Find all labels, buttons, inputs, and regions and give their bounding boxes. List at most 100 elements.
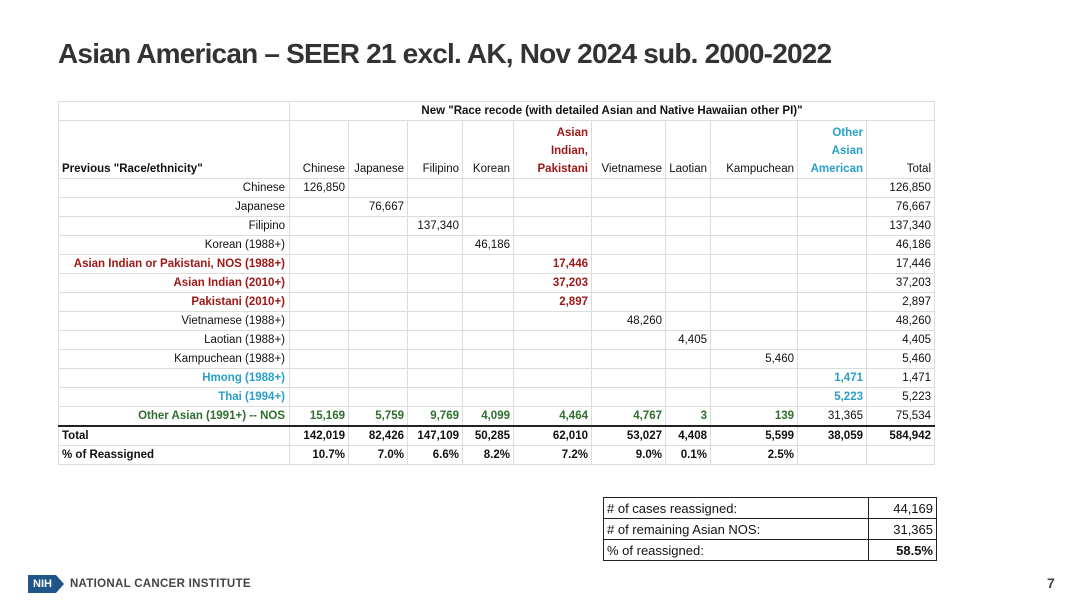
table-cell: [710, 330, 798, 350]
table-cell: [665, 273, 711, 293]
table-cell: 37,203: [513, 273, 592, 293]
pct-label: % of Reassigned: [58, 445, 290, 465]
table-cell: [462, 368, 514, 388]
table-cell: [591, 368, 666, 388]
reassignment-table: New "Race recode (with detailed Asian an…: [58, 101, 935, 465]
table-row: Asian Indian or Pakistani, NOS (1988+) 17…: [58, 254, 935, 274]
table-cell: [407, 197, 463, 217]
table-cell: [513, 349, 592, 369]
table-cell: [797, 254, 867, 274]
table-cell: 75,534: [866, 406, 935, 427]
table-cell: 126,850: [866, 178, 935, 198]
pct-cell: [797, 445, 867, 465]
table-cell: [407, 254, 463, 274]
column-header-line: Other: [832, 127, 863, 139]
slide-title: Asian American – SEER 21 excl. AK, Nov 2…: [58, 38, 832, 69]
summary-value: 58.5%: [868, 539, 937, 561]
pct-cell: 6.6%: [407, 445, 463, 465]
table-cell: 2,897: [513, 292, 592, 312]
table-cell: [591, 235, 666, 255]
pct-cell: [866, 445, 935, 465]
table-cell: [710, 178, 798, 198]
table-cell: [797, 330, 867, 350]
row-label: Asian Indian (2010+): [58, 273, 290, 293]
summary-label: # of cases reassigned:: [603, 497, 869, 519]
table-cell: [710, 311, 798, 331]
table-cell: [407, 387, 463, 407]
institute-name: NATIONAL CANCER INSTITUTE: [69, 578, 251, 590]
table-cell: [462, 330, 514, 350]
table-cell: [289, 368, 349, 388]
table-cell: [289, 273, 349, 293]
table-cell: 4,099: [462, 406, 514, 427]
column-header-line: Filipino: [422, 163, 459, 175]
table-cell: [665, 178, 711, 198]
row-label: Kampuchean (1988+): [58, 349, 290, 369]
table-cell: [513, 178, 592, 198]
summary-row: % of reassigned: 58.5%: [603, 539, 937, 561]
table-cell: 137,340: [866, 216, 935, 236]
table-cell: [591, 197, 666, 217]
column-header-line: Kampuchean: [726, 163, 794, 175]
table-cell: [513, 311, 592, 331]
table-cell: 5,223: [797, 387, 867, 407]
table-cell: 48,260: [866, 311, 935, 331]
table-cell: [407, 330, 463, 350]
column-header-line: Asian: [556, 127, 588, 139]
summary-table: # of cases reassigned: 44,169 # of remaini…: [603, 497, 937, 561]
column-header: Laotian: [665, 120, 711, 179]
pct-cell: 10.7%: [289, 445, 349, 465]
table-cell: 5,223: [866, 387, 935, 407]
column-header: Filipino: [407, 120, 463, 179]
pct-cell: 7.2%: [513, 445, 592, 465]
nih-logo-arrow: [55, 575, 64, 593]
table-row: Pakistani (2010+) 2,897 2,897: [58, 292, 935, 312]
pct-row: % of Reassigned 10.7% 7.0% 6.6% 8.2% 7.2% 9.0%…: [58, 445, 935, 465]
table-cell: [710, 216, 798, 236]
row-label: Pakistani (2010+): [58, 292, 290, 312]
table-cell: [462, 292, 514, 312]
table-cell: [591, 178, 666, 198]
table-cell: [407, 311, 463, 331]
summary-value: 44,169: [868, 497, 937, 519]
column-header-line: Japanese: [354, 163, 404, 175]
table-cell: [289, 330, 349, 350]
corner-cell: [58, 101, 290, 121]
table-cell: [348, 330, 408, 350]
table-cell: [462, 197, 514, 217]
table-cell: [407, 349, 463, 369]
table-cell: [289, 235, 349, 255]
total-cell: 4,408: [665, 425, 711, 446]
table-cell: [665, 216, 711, 236]
table-cell: [462, 254, 514, 274]
table-row: Japanese 76,667 76,667: [58, 197, 935, 217]
table-cell: [591, 216, 666, 236]
table-cell: 4,464: [513, 406, 592, 427]
table-cell: 17,446: [866, 254, 935, 274]
column-header-line: American: [810, 163, 863, 175]
total-cell: 50,285: [462, 425, 514, 446]
table-cell: [710, 235, 798, 255]
table-cell: [289, 387, 349, 407]
table-cell: 76,667: [866, 197, 935, 217]
table-cell: [407, 273, 463, 293]
table-cell: [348, 368, 408, 388]
table-cell: [348, 235, 408, 255]
table-cell: [710, 273, 798, 293]
table-cell: [710, 254, 798, 274]
column-header-line: Asian: [831, 145, 863, 157]
table-cell: [710, 387, 798, 407]
total-cell: 5,599: [710, 425, 798, 446]
row-label: Filipino: [58, 216, 290, 236]
table-cell: 5,759: [348, 406, 408, 427]
total-cell: 38,059: [797, 425, 867, 446]
table-cell: [462, 387, 514, 407]
row-label: Thai (1994+): [58, 387, 290, 407]
table-cell: 46,186: [462, 235, 514, 255]
table-cell: [797, 235, 867, 255]
column-header: Korean: [462, 120, 514, 179]
table-cell: 5,460: [866, 349, 935, 369]
summary-value: 31,365: [868, 518, 937, 540]
table-row: Chinese 126,850 126,850: [58, 178, 935, 198]
total-cell: 62,010: [513, 425, 592, 446]
